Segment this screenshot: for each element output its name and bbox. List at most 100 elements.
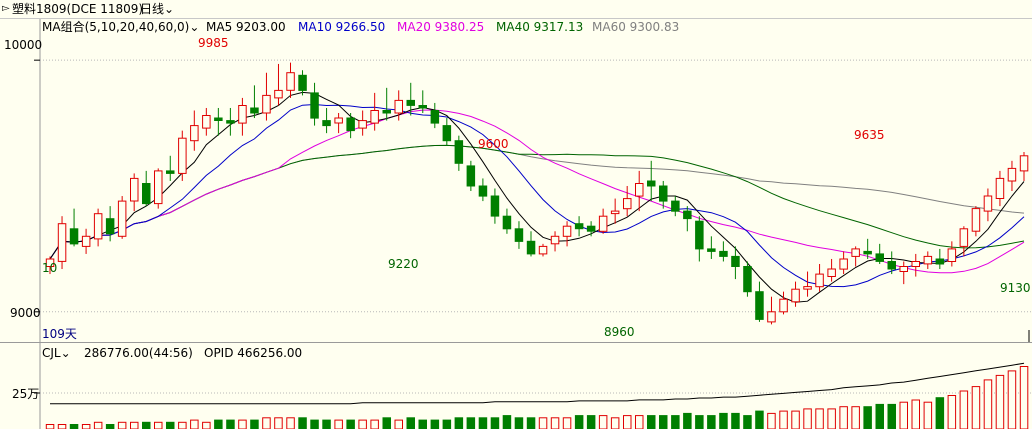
ma20-legend: MA20 9380.25	[397, 19, 484, 35]
candle-body	[598, 215, 608, 232]
volume-axis-label: 25万	[12, 387, 40, 401]
ma20-value: MA20 9380.25	[397, 20, 485, 34]
candle-body	[755, 291, 764, 320]
candle-body	[947, 248, 957, 262]
volume-bar	[466, 417, 476, 429]
candle-body	[394, 99, 403, 114]
candle-body	[731, 255, 740, 267]
volume-bar	[166, 421, 175, 429]
candle-body	[430, 110, 440, 124]
candle-body	[538, 245, 548, 255]
ma40-line	[49, 144, 1025, 260]
ma5-legend: MA5 9203.00	[206, 19, 286, 35]
day-count-label: 109天	[42, 327, 77, 341]
candle-body	[574, 223, 584, 230]
candle-body	[767, 311, 776, 323]
volume-bar	[45, 424, 55, 429]
volume-bar	[719, 412, 728, 429]
price-axis-low: 9000	[10, 306, 41, 320]
candle-body	[959, 228, 969, 247]
volume-bar	[659, 415, 668, 429]
candle-body	[683, 210, 692, 220]
volume-bar	[935, 397, 945, 429]
volume-bar	[226, 419, 235, 429]
candle-body	[154, 170, 163, 205]
candle-body	[995, 177, 1005, 199]
volume-bar	[93, 421, 103, 429]
candle-body	[334, 117, 343, 124]
ma10-legend: MA10 9266.50	[298, 19, 385, 35]
period-label: 日线	[140, 2, 165, 16]
volume-bar	[671, 415, 680, 429]
volume-bar	[983, 379, 993, 429]
symbol-label: 塑料1809(DCE 11809)	[12, 2, 144, 16]
volume-bar	[105, 424, 115, 429]
high-9985-label: 9985	[198, 36, 229, 50]
candle-body	[923, 255, 933, 265]
volume-bar	[911, 399, 920, 429]
ma60-legend: MA60 9300.83	[592, 19, 679, 35]
candle-body	[623, 198, 632, 210]
volume-bar	[695, 415, 704, 429]
opi-value: OPID 466256.00	[204, 346, 303, 360]
volume-bar	[550, 417, 560, 429]
candle-body	[45, 258, 55, 267]
candle-body	[202, 115, 211, 129]
candle-body	[502, 215, 512, 230]
volume-bar	[1007, 370, 1017, 429]
candle-body	[117, 200, 127, 237]
volume-bar	[683, 412, 692, 429]
volume-bar	[418, 419, 427, 429]
volume-bar	[863, 406, 872, 429]
volume-bar	[442, 419, 452, 429]
candle-body	[971, 208, 981, 232]
candle-body	[418, 105, 427, 109]
candle-body	[466, 165, 476, 187]
candle-body	[671, 200, 680, 212]
candle-body	[142, 183, 151, 205]
candle-body	[57, 223, 67, 262]
candle-body	[707, 248, 716, 252]
candle-body	[514, 228, 524, 242]
volume-bar	[334, 419, 343, 429]
candle-body	[827, 268, 836, 277]
candle-body	[815, 273, 824, 288]
chevron-down-icon: ⌄	[164, 2, 175, 16]
volume-bar	[875, 403, 884, 429]
volume-bar	[214, 419, 223, 429]
candle-body	[586, 225, 596, 232]
volume-indicator-selector[interactable]: CJL⌄	[42, 345, 71, 361]
candle-body	[262, 94, 271, 114]
volume-bar	[346, 419, 355, 429]
candle-body	[274, 89, 283, 99]
volume-bar	[815, 408, 824, 429]
volume-bar	[238, 419, 247, 429]
candle-body	[935, 258, 945, 265]
volume-bar	[839, 406, 848, 429]
volume-bar	[370, 419, 379, 429]
left-edge-label: 10	[42, 261, 58, 275]
volume-bar	[899, 401, 908, 429]
ma5-line	[49, 91, 1025, 303]
ma40-legend: MA40 9317.13	[496, 19, 583, 35]
period-selector[interactable]: 日线⌄	[140, 0, 174, 18]
candle-body	[695, 220, 704, 250]
candle-body	[887, 261, 896, 270]
price-axis-high: 10000	[4, 38, 43, 52]
candle-body	[226, 120, 235, 124]
chevron-down-icon: ⌄	[189, 20, 200, 34]
candle-body	[454, 140, 464, 164]
candle-body	[839, 258, 848, 270]
low-8960-label: 8960	[604, 325, 635, 339]
candle-body	[250, 107, 259, 114]
candle-body	[370, 110, 379, 124]
ma-group-selector[interactable]: MA组合(5,10,20,40,60,0)⌄	[42, 19, 199, 35]
high-9635-label: 9635	[854, 128, 885, 142]
volume-bar	[647, 415, 656, 429]
ma60-line	[49, 144, 1025, 260]
volume-bar	[791, 410, 800, 429]
volume-bar	[779, 410, 788, 429]
collapse-arrow-icon[interactable]: ▻	[2, 3, 10, 14]
volume-bar	[743, 415, 752, 429]
